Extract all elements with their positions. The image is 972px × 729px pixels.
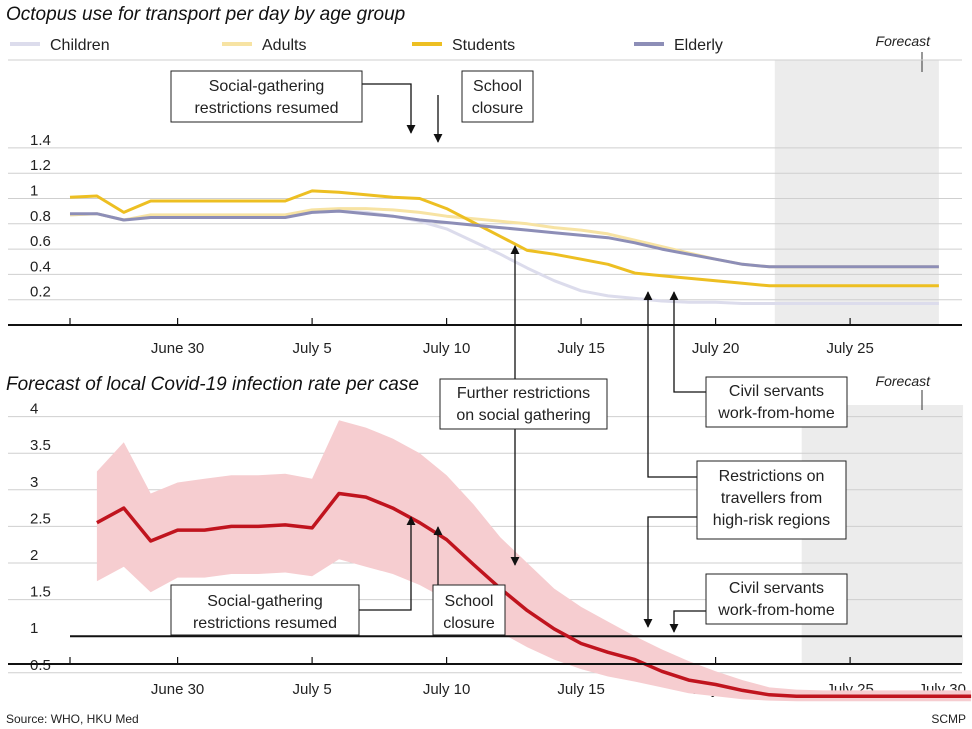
annotation-further: Further restrictions on social gathering xyxy=(439,378,608,430)
arrow-travellers-top xyxy=(643,291,697,478)
bottom-x-tick-label: July 10 xyxy=(423,681,471,698)
annotation-line: Restrictions on xyxy=(719,468,825,485)
bottom-x-tick-label: June 30 xyxy=(151,681,204,698)
top-y-tick-label: 1.2 xyxy=(30,157,51,174)
legend-item-students: Students xyxy=(412,37,515,54)
arrow-bottom-social xyxy=(359,516,416,611)
annotation-arrows xyxy=(359,83,706,633)
annotation-line: travellers from xyxy=(721,490,822,507)
legend-label: Elderly xyxy=(674,37,723,54)
annotation-top-social: Social-gathering restrictions resumed xyxy=(170,70,363,123)
bottom-y-tick-label: 0.5 xyxy=(30,657,51,674)
top-forecast-label: Forecast xyxy=(876,33,932,49)
legend-item-elderly: Elderly xyxy=(634,37,723,54)
bottom-y-tick-label: 1.5 xyxy=(30,584,51,601)
bottom-y-tick-label: 4 xyxy=(30,401,38,418)
annotation-civil-bottom: Civil servants work-from-home xyxy=(705,573,848,625)
top-x-tick-label: July 15 xyxy=(557,340,605,357)
top-x-axis: June 30 July 5 July 10 July 15 July 20 July 2… xyxy=(69,318,874,357)
annotation-travellers: Restrictions on travellers from high-ris… xyxy=(696,460,847,540)
annotation-line: closure xyxy=(443,615,495,632)
annotation-civil-top: Civil servants work-from-home xyxy=(705,376,848,428)
legend-label: Adults xyxy=(262,37,306,54)
arrow-travellers-bottom xyxy=(643,516,697,628)
annotation-line: Civil servants xyxy=(729,580,824,597)
annotation-line: work-from-home xyxy=(717,602,835,619)
annotation-bottom-social: Social-gathering restrictions resumed xyxy=(170,584,360,636)
bottom-y-tick-label: 3 xyxy=(30,474,38,491)
annotation-line: Social-gathering xyxy=(209,78,325,95)
annotation-line: School xyxy=(445,593,494,610)
top-chart: Forecast Octopus use for transport per d… xyxy=(6,4,962,357)
bottom-y-tick-label: 2.5 xyxy=(30,510,51,527)
annotation-line: Social-gathering xyxy=(207,593,323,610)
top-y-tick-label: 0.8 xyxy=(30,208,51,225)
source-note: Source: WHO, HKU Med xyxy=(6,712,139,726)
annotation-top-school: School closure xyxy=(461,70,534,123)
annotation-line: School xyxy=(473,78,522,95)
top-y-axis: 1.4 1.2 1 0.8 0.6 0.4 0.2 xyxy=(30,132,51,301)
arrow-civil-bottom xyxy=(669,610,706,633)
top-x-tick-label: July 5 xyxy=(293,340,332,357)
bottom-y-axis: 4 3.5 3 2.5 2 1.5 1 0.5 xyxy=(30,401,51,674)
top-y-tick-label: 0.6 xyxy=(30,233,51,250)
top-x-tick-label: July 10 xyxy=(423,340,471,357)
bottom-y-tick-label: 3.5 xyxy=(30,437,51,454)
arrow-civil-top xyxy=(669,291,706,393)
top-chart-title: Octopus use for transport per day by age… xyxy=(6,4,405,25)
bottom-y-tick-label: 2 xyxy=(30,547,38,564)
bottom-uncertainty-band xyxy=(96,420,972,702)
bottom-x-tick-label: July 15 xyxy=(557,681,605,698)
bottom-chart-title: Forecast of local Covid-19 infection rat… xyxy=(6,374,419,395)
top-legend: Children Adults Students Elderly xyxy=(10,37,723,54)
series-line-elderly xyxy=(70,209,939,269)
legend-label: Students xyxy=(452,37,515,54)
legend-item-children: Children xyxy=(10,37,110,54)
annotation-line: high-risk regions xyxy=(713,512,830,529)
top-forecast-region xyxy=(774,60,939,325)
top-grid xyxy=(8,59,962,301)
credit: SCMP xyxy=(931,712,966,726)
bottom-y-tick-label: 1 xyxy=(30,620,38,637)
top-x-tick-label: July 25 xyxy=(826,340,874,357)
legend-label: Children xyxy=(50,37,110,54)
bottom-forecast-label: Forecast xyxy=(876,373,932,389)
series-line-students xyxy=(69,189,939,288)
top-y-tick-label: 1.4 xyxy=(30,132,51,149)
annotation-line: restrictions resumed xyxy=(193,615,337,632)
arrow-top-social xyxy=(362,83,416,134)
bottom-series-line xyxy=(96,491,972,698)
top-y-tick-label: 1 xyxy=(30,183,38,200)
annotation-line: Further restrictions xyxy=(457,385,590,402)
annotation-line: closure xyxy=(472,100,524,117)
top-x-tick-label: July 20 xyxy=(692,340,740,357)
legend-item-adults: Adults xyxy=(222,37,306,54)
top-series xyxy=(69,189,939,305)
annotation-bottom-school: School closure xyxy=(432,584,506,636)
annotation-line: on social gathering xyxy=(456,407,590,424)
bottom-x-tick-label: July 5 xyxy=(293,681,332,698)
annotation-line: work-from-home xyxy=(717,405,835,422)
annotation-line: restrictions resumed xyxy=(194,100,338,117)
top-y-tick-label: 0.4 xyxy=(30,258,51,275)
top-y-tick-label: 0.2 xyxy=(30,284,51,301)
top-x-tick-label: June 30 xyxy=(151,340,204,357)
annotation-line: Civil servants xyxy=(729,383,824,400)
